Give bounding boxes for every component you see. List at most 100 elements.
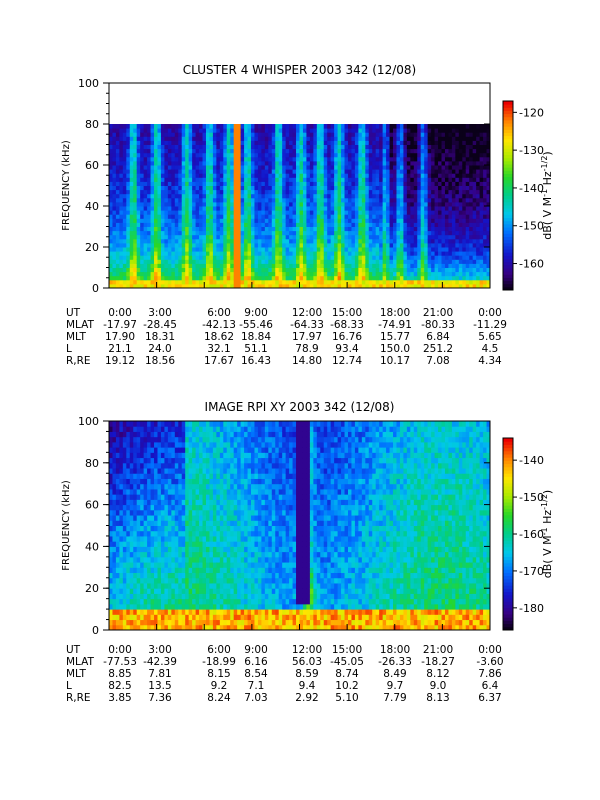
panel-1: CLUSTER 4 WHISPER 2003 342 (12/08) 0 20 40 6… <box>61 63 554 367</box>
ephemeris-label: MLT <box>66 668 86 680</box>
y-tick-label: 60 <box>85 499 99 512</box>
ephemeris-value: 2.92 <box>295 692 318 704</box>
y-tick-label: 80 <box>85 457 99 470</box>
ephemeris-value: 93.4 <box>335 343 359 355</box>
ephemeris-value: -77.53 <box>103 656 137 668</box>
ephemeris-label: MLT <box>66 331 86 343</box>
ephemeris-value: -45.05 <box>330 656 364 668</box>
ephemeris-value: 4.5 <box>482 343 499 355</box>
ephemeris-value: 18.62 <box>204 331 234 343</box>
y-axis-label: FREQUENCY (kHz) <box>61 480 72 571</box>
ephemeris-value: 78.9 <box>295 343 318 355</box>
colorbar-tick-label: -160 <box>519 258 544 271</box>
ephemeris-value: 16.76 <box>332 331 362 343</box>
ephemeris-table: UT 0:00 3:00 6:00 9:00 12:00 15:00 18:00 21:00 0:… <box>66 307 507 367</box>
ephemeris-value: 9.0 <box>430 680 447 692</box>
ephemeris-value: 7.03 <box>244 692 267 704</box>
ephemeris-value: 7.08 <box>426 355 449 367</box>
colorbar-tick-label: -130 <box>519 144 544 157</box>
ephemeris-value: -74.91 <box>378 319 412 331</box>
ephemeris-value: 21:00 <box>423 307 453 319</box>
ephemeris-value: 7.86 <box>478 668 502 680</box>
ephemeris-value: 9:00 <box>244 307 268 319</box>
ephemeris-value: 17.90 <box>105 331 135 343</box>
y-tick-label: 60 <box>85 159 99 172</box>
colorbar-tick-label: -160 <box>519 528 544 541</box>
spectrogram <box>109 421 491 631</box>
chart-title: CLUSTER 4 WHISPER 2003 342 (12/08) <box>183 63 416 77</box>
ephemeris-value: 6:00 <box>207 644 231 656</box>
colorbar-tick-label: -140 <box>519 182 544 195</box>
ephemeris-label: UT <box>66 307 81 319</box>
ephemeris-value: 17.97 <box>292 331 322 343</box>
colorbar: -140 -150 -160 -170 -180 dB( V M-1 Hz-1/2) <box>502 437 554 631</box>
panel-2: IMAGE RPI XY 2003 342 (12/08) 0 20 40 60 80 10… <box>61 400 554 704</box>
ephemeris-value: -80.33 <box>421 319 455 331</box>
ephemeris-value: -42.39 <box>143 656 177 668</box>
ephemeris-value: 8.15 <box>207 668 230 680</box>
chart-title: IMAGE RPI XY 2003 342 (12/08) <box>205 400 395 414</box>
ephemeris-value: 14.80 <box>292 355 322 367</box>
ephemeris-value: 7.36 <box>148 692 172 704</box>
ephemeris-value: 8.12 <box>426 668 449 680</box>
ephemeris-value: 0:00 <box>478 307 502 319</box>
ephemeris-value: 56.03 <box>292 656 322 668</box>
y-tick-label: 0 <box>92 624 99 637</box>
ephemeris-label: UT <box>66 644 81 656</box>
ephemeris-value: 9:00 <box>244 644 268 656</box>
spectrogram <box>109 124 491 289</box>
ephemeris-value: 10.2 <box>335 680 358 692</box>
ephemeris-value: 8.85 <box>108 668 131 680</box>
ephemeris-value: 13.5 <box>148 680 171 692</box>
ephemeris-value: 18:00 <box>380 307 410 319</box>
colorbar-tick-label: -120 <box>519 106 544 119</box>
ephemeris-value: 7.79 <box>383 692 406 704</box>
ephemeris-value: 24.0 <box>148 343 171 355</box>
ephemeris-value: -3.60 <box>476 656 503 668</box>
ephemeris-value: 12:00 <box>292 307 322 319</box>
colorbar-tick-label: -150 <box>519 491 544 504</box>
ephemeris-value: 82.5 <box>108 680 131 692</box>
ephemeris-value: -28.45 <box>143 319 177 331</box>
ephemeris-value: 0:00 <box>478 644 502 656</box>
ephemeris-value: -64.33 <box>290 319 324 331</box>
ephemeris-value: 7.1 <box>248 680 265 692</box>
y-tick-label: 40 <box>85 540 99 553</box>
ephemeris-value: 251.2 <box>423 343 453 355</box>
y-tick-label: 100 <box>78 415 99 428</box>
ephemeris-label: L <box>66 680 72 692</box>
ephemeris-value: 0:00 <box>108 307 132 319</box>
ephemeris-value: 21.1 <box>108 343 131 355</box>
ephemeris-value: 3:00 <box>148 644 172 656</box>
ephemeris-value: 9.7 <box>387 680 404 692</box>
ephemeris-label: MLAT <box>66 319 95 331</box>
ephemeris-value: 51.1 <box>244 343 267 355</box>
ephemeris-value: 15:00 <box>332 644 362 656</box>
ephemeris-value: 18.84 <box>241 331 271 343</box>
colorbar-tick-label: -140 <box>519 454 544 467</box>
ephemeris-value: 19.12 <box>105 355 135 367</box>
ephemeris-value: 17.67 <box>204 355 234 367</box>
ephemeris-value: 8.13 <box>426 692 449 704</box>
ephemeris-value: 6.4 <box>482 680 499 692</box>
ephemeris-value: 12.74 <box>332 355 362 367</box>
ephemeris-label: L <box>66 343 72 355</box>
ephemeris-value: 5.65 <box>478 331 501 343</box>
y-tick-label: 0 <box>92 282 99 295</box>
ephemeris-value: -42.13 <box>202 319 236 331</box>
ephemeris-value: 32.1 <box>207 343 230 355</box>
ephemeris-value: 18.31 <box>145 331 175 343</box>
colorbar-tick-label: -150 <box>519 220 544 233</box>
y-tick-label: 20 <box>85 241 99 254</box>
ephemeris-value: 150.0 <box>380 343 410 355</box>
ephemeris-value: 4.34 <box>478 355 502 367</box>
ephemeris-table: UT 0:00 3:00 6:00 9:00 12:00 15:00 18:00 21:00 0:… <box>66 644 504 704</box>
ephemeris-value: 8.49 <box>383 668 406 680</box>
ephemeris-value: 8.54 <box>244 668 268 680</box>
ephemeris-label: MLAT <box>66 656 95 668</box>
ephemeris-value: -17.97 <box>103 319 137 331</box>
ephemeris-value: 3:00 <box>148 307 172 319</box>
y-tick-label: 20 <box>85 582 99 595</box>
y-tick-label: 100 <box>78 77 99 90</box>
